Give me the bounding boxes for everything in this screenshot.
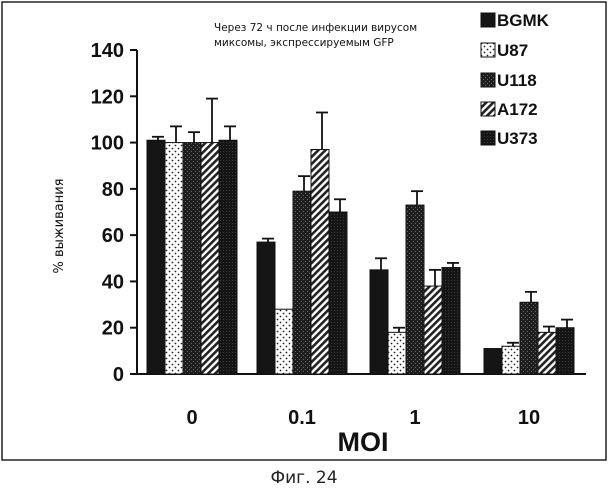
- bar-bgmk-2: [370, 270, 388, 374]
- bar-u118-3: [520, 302, 538, 374]
- y-tick-label: 60: [102, 225, 124, 247]
- bar-u373-1: [329, 212, 347, 374]
- x-tick-label: 1: [409, 407, 420, 429]
- y-tick-label: 140: [91, 40, 124, 62]
- bar-u118-0: [183, 143, 201, 374]
- y-tick-label: 40: [102, 271, 124, 293]
- x-tick-label: 10: [518, 407, 540, 429]
- legend-swatch-u118: [481, 73, 495, 87]
- x-tick-label: 0.1: [288, 407, 316, 429]
- bar-u87-2: [388, 332, 406, 374]
- y-tick-label: 100: [91, 133, 124, 155]
- bar-u373-0: [219, 140, 237, 374]
- bar-bgmk-0: [147, 140, 165, 374]
- bar-u118-1: [293, 191, 311, 374]
- bar-u118-2: [406, 205, 424, 374]
- y-tick-label: 20: [102, 318, 124, 340]
- y-axis-label: % выживания: [52, 179, 67, 274]
- legend-swatch-u87: [481, 43, 495, 57]
- figure-caption: Фиг. 24: [0, 468, 608, 488]
- legend-label-u87: U87: [497, 41, 528, 60]
- legend-label-a172: A172: [497, 100, 538, 119]
- bar-u87-3: [502, 346, 520, 374]
- bar-u373-3: [556, 328, 574, 374]
- bar-a172-3: [538, 332, 556, 374]
- bar-u87-0: [165, 143, 183, 374]
- y-tick-label: 0: [113, 364, 124, 386]
- legend-swatch-a172: [481, 102, 495, 116]
- bar-u373-2: [442, 268, 460, 374]
- x-axis-label: MOI: [338, 427, 389, 457]
- bar-a172-0: [201, 143, 219, 374]
- y-tick-label: 80: [102, 179, 124, 201]
- legend-swatch-bgmk: [481, 13, 495, 27]
- legend-label-bgmk: BGMK: [497, 11, 550, 30]
- bar-bgmk-3: [484, 349, 502, 374]
- legend-swatch-u373: [481, 131, 495, 145]
- y-tick-label: 120: [91, 86, 124, 108]
- x-tick-label: 0: [186, 407, 197, 429]
- bar-a172-2: [424, 286, 442, 374]
- legend-label-u118: U118: [497, 71, 537, 90]
- bar-bgmk-1: [257, 242, 275, 374]
- bar-a172-1: [311, 150, 329, 374]
- legend-label-u373: U373: [497, 129, 538, 148]
- bar-u87-1: [275, 309, 293, 374]
